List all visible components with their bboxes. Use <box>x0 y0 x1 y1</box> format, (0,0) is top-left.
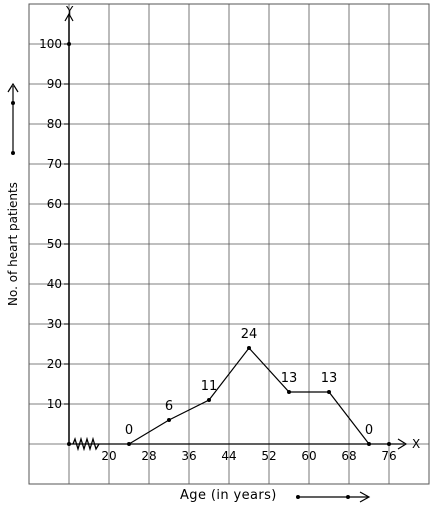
x-tick-label: 52 <box>261 449 276 463</box>
x-tick-label: 36 <box>181 449 196 463</box>
x-tick-label: 60 <box>301 449 316 463</box>
y-tick-label: 70 <box>47 157 62 171</box>
data-labels: 0 6 11 24 13 13 0 <box>125 327 373 438</box>
y-axis-arrow <box>64 12 74 22</box>
data-point <box>367 442 371 446</box>
axis-break-zigzag <box>72 436 100 452</box>
data-point <box>287 390 291 394</box>
x-axis-arrow <box>397 438 408 450</box>
x-axis-letter: X <box>412 437 420 451</box>
y-tick-label: 30 <box>47 317 62 331</box>
x-tick-label: 76 <box>381 449 396 463</box>
data-point <box>247 346 251 350</box>
data-point <box>327 390 331 394</box>
x-tick-label: 28 <box>141 449 156 463</box>
data-label: 24 <box>241 327 258 342</box>
data-label: 13 <box>281 371 298 386</box>
x-scale-indicator <box>296 491 371 503</box>
x-tick-labels: 20 28 36 44 52 60 68 76 <box>101 449 396 463</box>
y-tick-label: 40 <box>47 277 62 291</box>
data-label: 13 <box>321 371 338 386</box>
y-tick-label: 50 <box>47 237 62 251</box>
y-scale-indicator <box>7 82 19 155</box>
y-tick-label: 100 <box>39 37 62 51</box>
y-tick-label: 60 <box>47 197 62 211</box>
y-tick-label: 90 <box>47 77 62 91</box>
y-tick-label: 80 <box>47 117 62 131</box>
data-point <box>167 418 171 422</box>
data-point <box>127 442 131 446</box>
y-tick-label: 20 <box>47 357 62 371</box>
data-point <box>207 398 211 402</box>
x-tick-label: 68 <box>341 449 356 463</box>
x-end-dot <box>387 442 391 446</box>
y-axis-letter: Y <box>65 4 74 18</box>
y-tick-labels: 10 20 30 40 50 60 70 80 90 100 <box>39 37 71 411</box>
grid <box>28 3 430 485</box>
y-top-dot <box>67 42 71 46</box>
data-label: 11 <box>201 379 218 394</box>
x-tick-label: 44 <box>221 449 236 463</box>
series-line <box>127 346 391 446</box>
axes: X Y <box>64 4 420 452</box>
y-axis-title: No. of heart patients <box>6 182 20 306</box>
x-tick-label: 20 <box>101 449 116 463</box>
x-axis-title: Age (in years) <box>180 488 277 503</box>
data-label: 6 <box>165 399 173 414</box>
y-tick-label: 10 <box>47 397 62 411</box>
data-label: 0 <box>365 423 373 438</box>
origin-dot <box>67 442 71 446</box>
series-polyline <box>128 347 370 445</box>
data-label: 0 <box>125 423 133 438</box>
